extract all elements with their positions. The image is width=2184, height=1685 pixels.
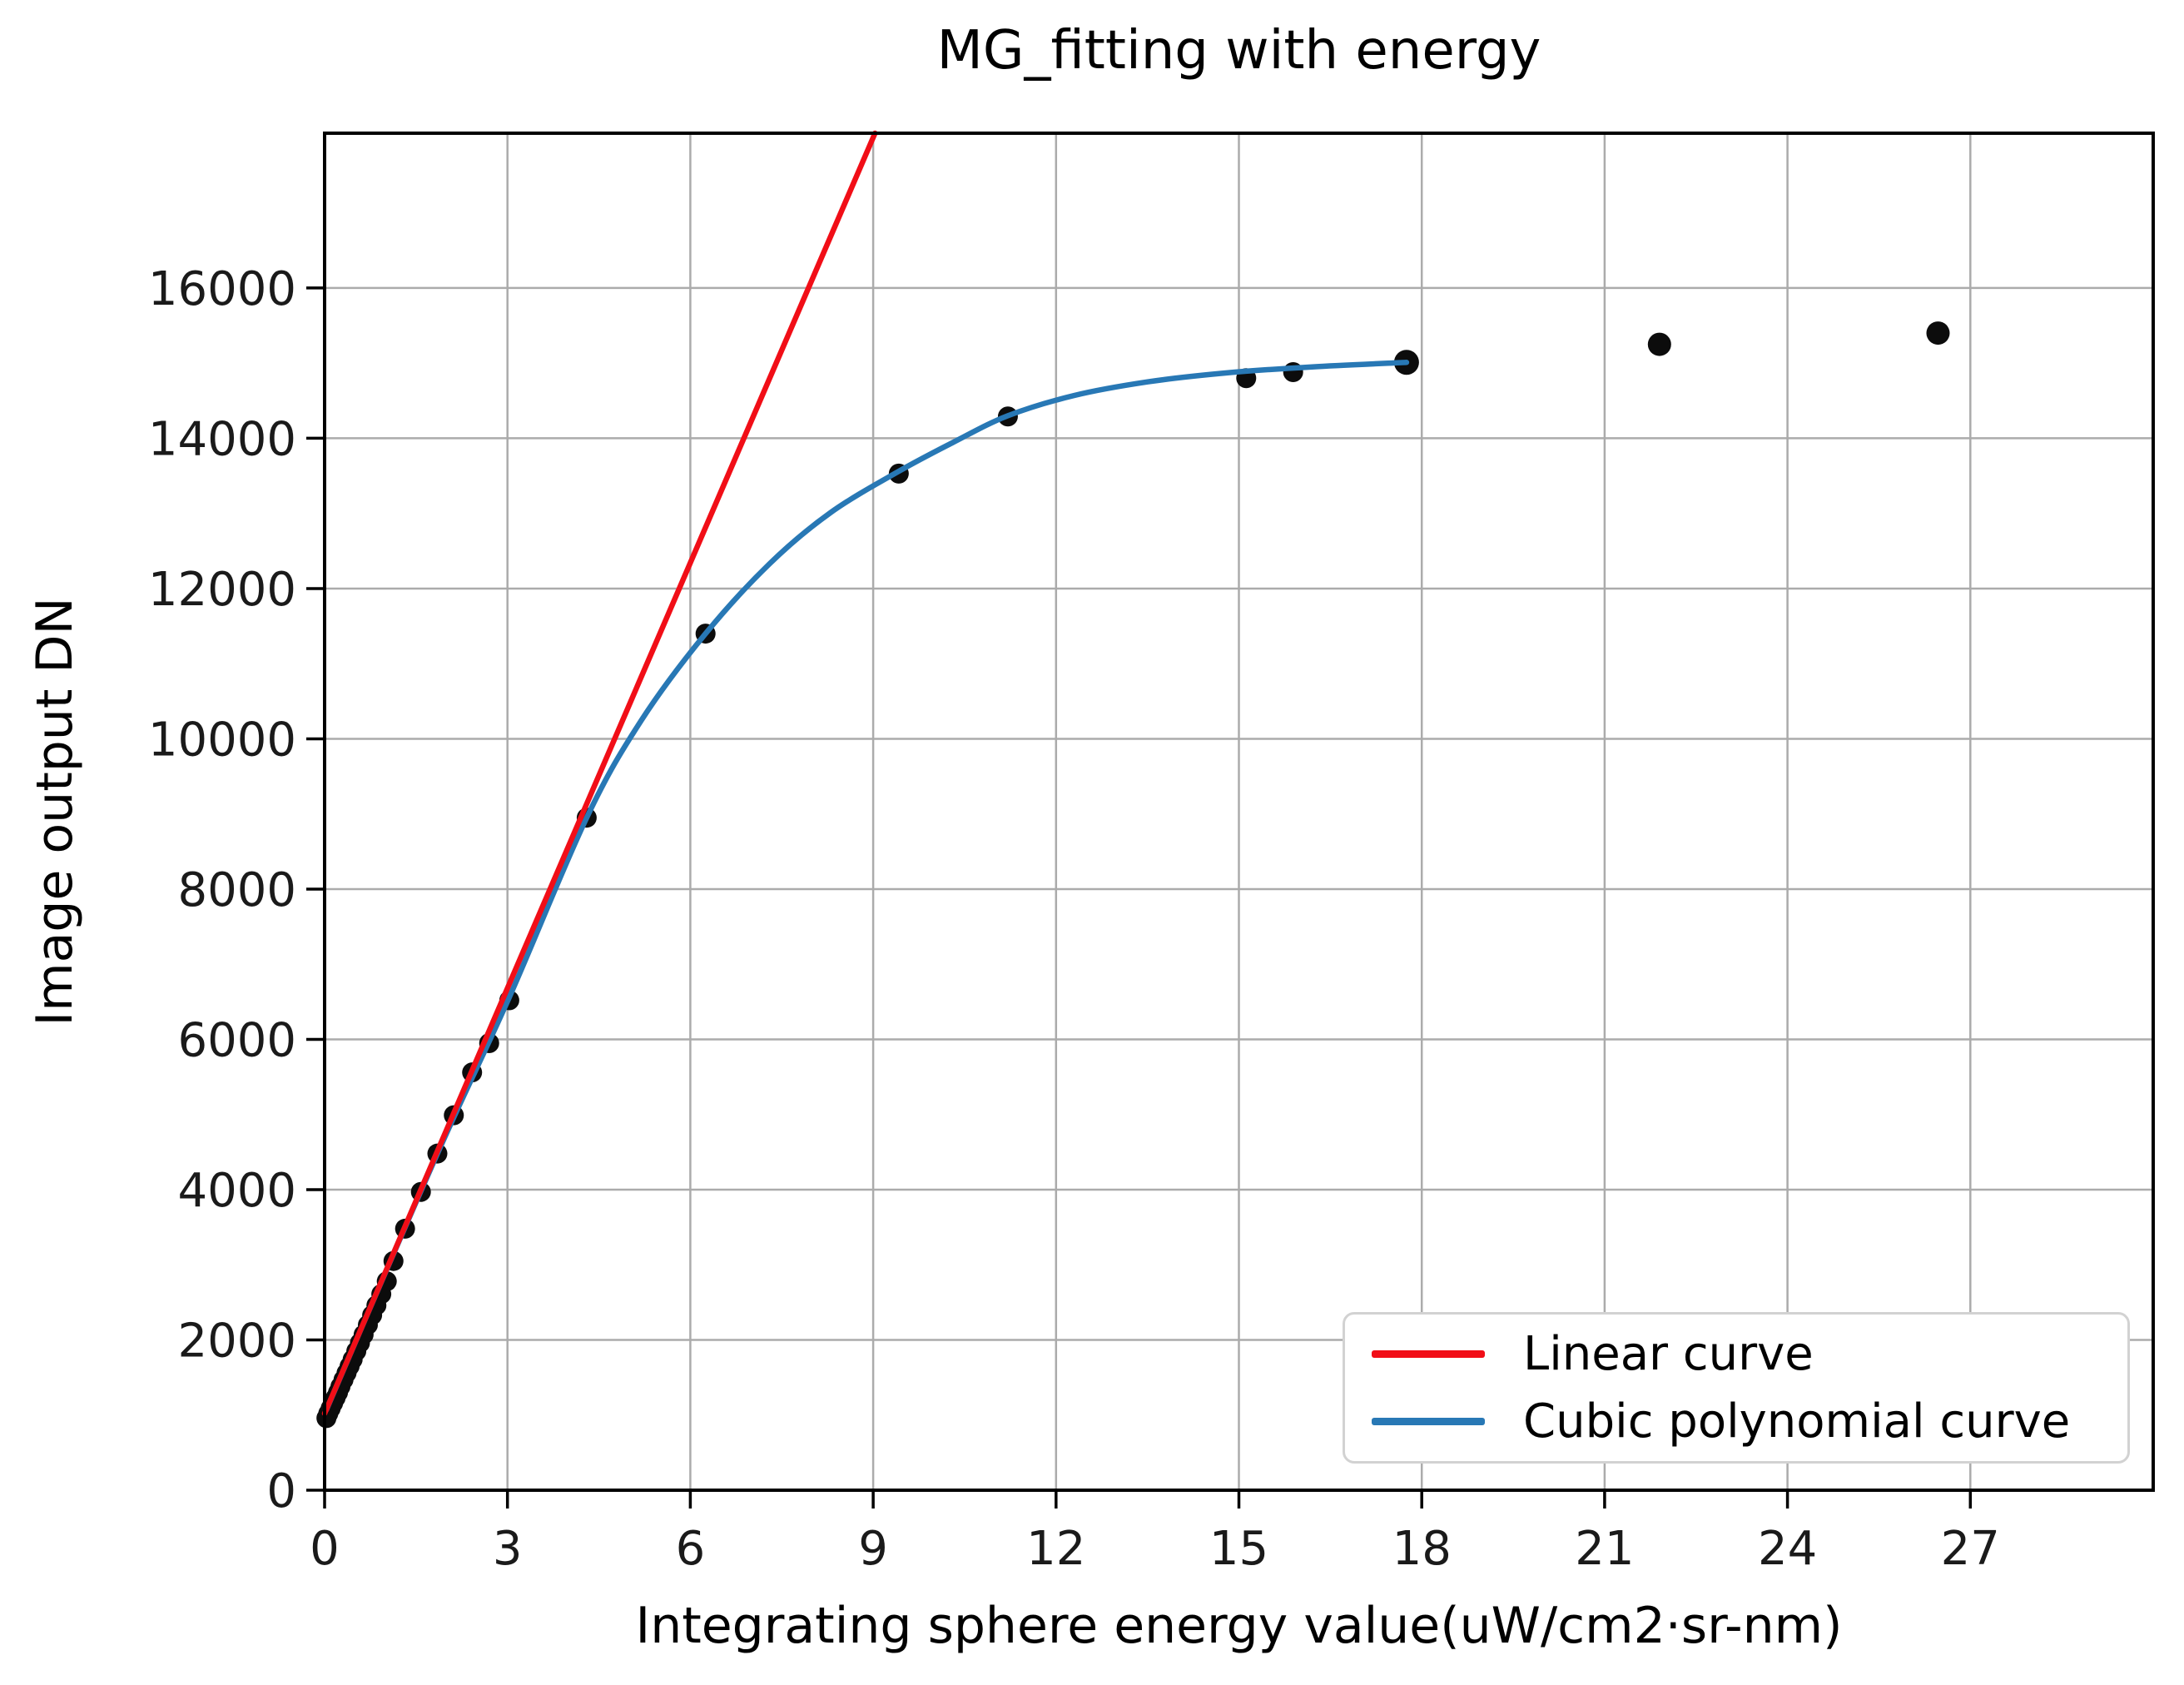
y-tick-label: 10000 [148,713,296,767]
x-tick-label: 12 [1026,1522,1085,1576]
y-tick-label: 0 [266,1464,296,1518]
y-tick-label: 2000 [177,1314,296,1368]
legend-line-swatch-blue [1372,1417,1485,1425]
curve-cubic-polynomial-curve [323,360,1410,1413]
tick-labels: 0 3 6 9 12 15 18 21 24 27 0 2000 4000 6000 8000 10000 12… [148,262,2000,1576]
x-tick-label: 9 [858,1522,888,1576]
legend-label-cubic: Cubic polynomial curve [1523,1394,2071,1449]
legend-entry-cubic: Cubic polynomial curve [1372,1394,2127,1449]
legend-entry-linear: Linear curve [1372,1327,2127,1381]
legend: Linear curve Cubic polynomial curve [1343,1312,2130,1464]
curve-linear-curve [321,130,878,1417]
y-tick-label: 14000 [148,412,296,466]
x-tick-label: 3 [493,1522,523,1576]
gridlines [323,133,2153,1492]
x-tick-label: 0 [310,1522,340,1576]
y-tick-label: 16000 [148,262,296,316]
x-tick-label: 15 [1209,1522,1268,1576]
x-tick-label: 6 [676,1522,706,1576]
data-point [1647,332,1671,356]
legend-line-swatch-red [1372,1350,1485,1359]
data-point [1926,321,1950,345]
y-tick-label: 4000 [177,1164,296,1218]
x-tick-label: 18 [1392,1522,1452,1576]
x-axis-label: Integrating sphere energy value(uW/cm2·s… [635,1597,1843,1655]
legend-label-linear: Linear curve [1523,1327,1814,1382]
y-tick-label: 8000 [177,863,296,917]
x-tick-label: 27 [1941,1522,2000,1576]
fit-curves [321,130,1410,1417]
x-tick-label: 21 [1575,1522,1634,1576]
chart-title: MG_fitting with energy [936,20,1541,82]
y-axis-label: Image output DN [26,597,84,1026]
tick-marks [306,286,1973,1509]
y-tick-label: 6000 [177,1013,296,1067]
x-tick-label: 24 [1758,1522,1817,1576]
y-tick-label: 12000 [148,563,296,617]
